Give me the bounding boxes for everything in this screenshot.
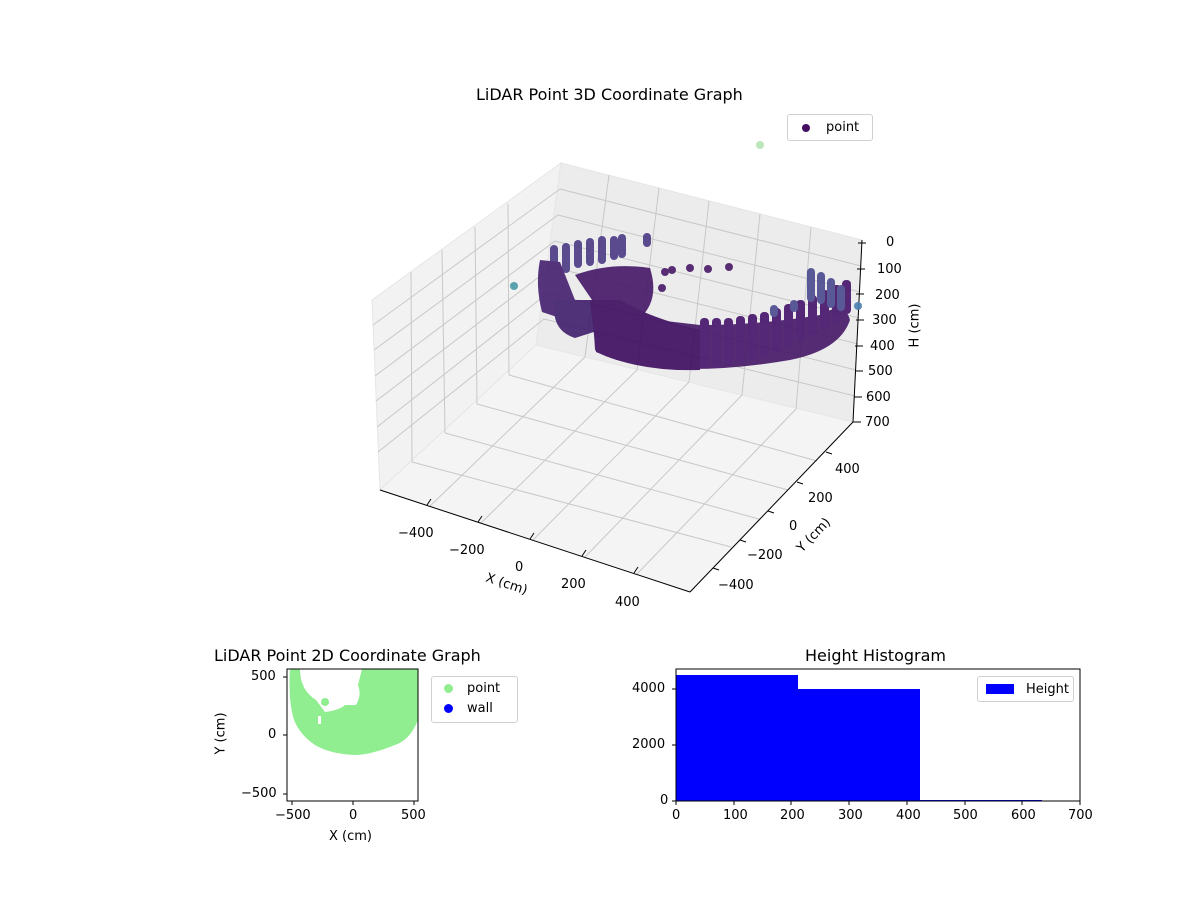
- h-tick-100: 100: [877, 262, 902, 277]
- legend-point-marker-icon: [444, 683, 453, 693]
- plot3d-title: LiDAR Point 3D Coordinate Graph: [476, 85, 743, 104]
- h-tick-200: 200: [875, 288, 900, 303]
- plot2d-xtick-500: 500: [401, 808, 426, 823]
- hist-title: Height Histogram: [805, 646, 946, 665]
- y-axis-line: [689, 421, 854, 593]
- h-tick-500: 500: [868, 364, 893, 379]
- plot2d-xtick-neg500: −500: [275, 808, 311, 823]
- legend-point-label: point: [467, 680, 501, 696]
- legend-point-marker-icon: [802, 123, 810, 132]
- plot2d-xlabel: X (cm): [329, 829, 372, 844]
- h-tick-300: 300: [872, 313, 897, 328]
- hist-xtick-300: 300: [838, 808, 863, 823]
- h-axis-label: H (cm): [907, 303, 923, 348]
- h-tick-600: 600: [866, 390, 891, 405]
- hist-ytick-2000: 2000: [632, 737, 666, 752]
- hist-xtick-500: 500: [953, 808, 978, 823]
- plot2d-ytick-500: 500: [251, 669, 276, 684]
- legend-wall-label: wall: [467, 700, 493, 716]
- legend-height-label: Height: [1026, 681, 1069, 697]
- plot3d-legend: point: [787, 114, 873, 141]
- plot2d-xtick-0: 0: [349, 808, 358, 823]
- plot2d-legend: point wall: [431, 676, 518, 723]
- hist-ytick-4000: 4000: [632, 681, 666, 696]
- h-tick-0: 0: [886, 235, 895, 250]
- hist-xtick-600: 600: [1011, 808, 1036, 823]
- x-axis-ticks: [426, 242, 866, 574]
- hist-xtick-100: 100: [723, 808, 748, 823]
- legend-point-label: point: [826, 120, 860, 135]
- legend-wall-marker-icon: [444, 703, 453, 713]
- x-axis-line: [379, 489, 691, 593]
- x-tick-neg200: −200: [449, 543, 485, 558]
- y-tick-neg200: −200: [747, 548, 783, 563]
- legend-row-wall: wall: [432, 698, 517, 718]
- h-tick-400: 400: [870, 339, 895, 354]
- legend-row-point: point: [432, 678, 517, 698]
- y-tick-200: 200: [808, 491, 833, 506]
- legend-height-patch-icon: [986, 684, 1014, 694]
- x-tick-neg400: −400: [398, 526, 434, 541]
- x-tick-200: 200: [561, 577, 586, 592]
- hist-xtick-200: 200: [780, 808, 805, 823]
- plot2d-ytick-neg500: −500: [241, 786, 277, 801]
- h-axis-line: [852, 239, 863, 423]
- y-tick-neg400: −400: [718, 578, 754, 593]
- x-tick-0: 0: [515, 560, 524, 575]
- plot2d-ytick-0: 0: [268, 727, 277, 742]
- hist-ytick-0: 0: [660, 793, 669, 808]
- hist-xtick-0: 0: [672, 808, 681, 823]
- hist-xtick-700: 700: [1068, 808, 1093, 823]
- h-tick-700: 700: [865, 415, 890, 430]
- y-tick-0: 0: [789, 519, 798, 534]
- point-cloud: [510, 141, 862, 371]
- hist-xtick-400: 400: [896, 808, 921, 823]
- hist-legend: Height: [977, 676, 1074, 702]
- x-tick-400: 400: [615, 595, 640, 610]
- plot2d-title: LiDAR Point 2D Coordinate Graph: [214, 646, 481, 665]
- plot2d-ylabel: Y (cm): [213, 712, 229, 755]
- y-tick-400: 400: [835, 462, 860, 477]
